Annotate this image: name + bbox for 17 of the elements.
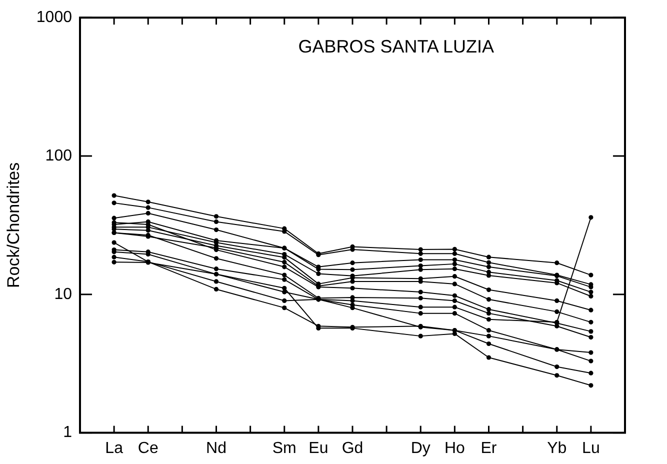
y-tick-label: 1	[63, 424, 72, 442]
y-axis-title: Rock/Chondrites	[4, 162, 23, 288]
x-tick-label: La	[105, 440, 124, 457]
x-tick-label: Dy	[410, 440, 430, 457]
x-tick-label: Nd	[206, 440, 226, 457]
x-tick-label: Er	[480, 440, 498, 457]
x-tick-label: Ce	[138, 440, 158, 457]
y-tick-label: 1000	[36, 9, 72, 26]
text: GABROS SANTA LUZIA	[298, 36, 494, 57]
x-tick-label: Yb	[547, 440, 567, 457]
x-tick-label: Eu	[308, 440, 328, 457]
x-tick-label: Gd	[342, 440, 364, 457]
x-tick-label: Ho	[444, 440, 466, 457]
x-tick-label: Lu	[582, 440, 600, 457]
x-tick-label: Sm	[272, 440, 296, 457]
y-tick-label: 10	[54, 286, 72, 303]
y-tick-label: 100	[45, 147, 72, 164]
